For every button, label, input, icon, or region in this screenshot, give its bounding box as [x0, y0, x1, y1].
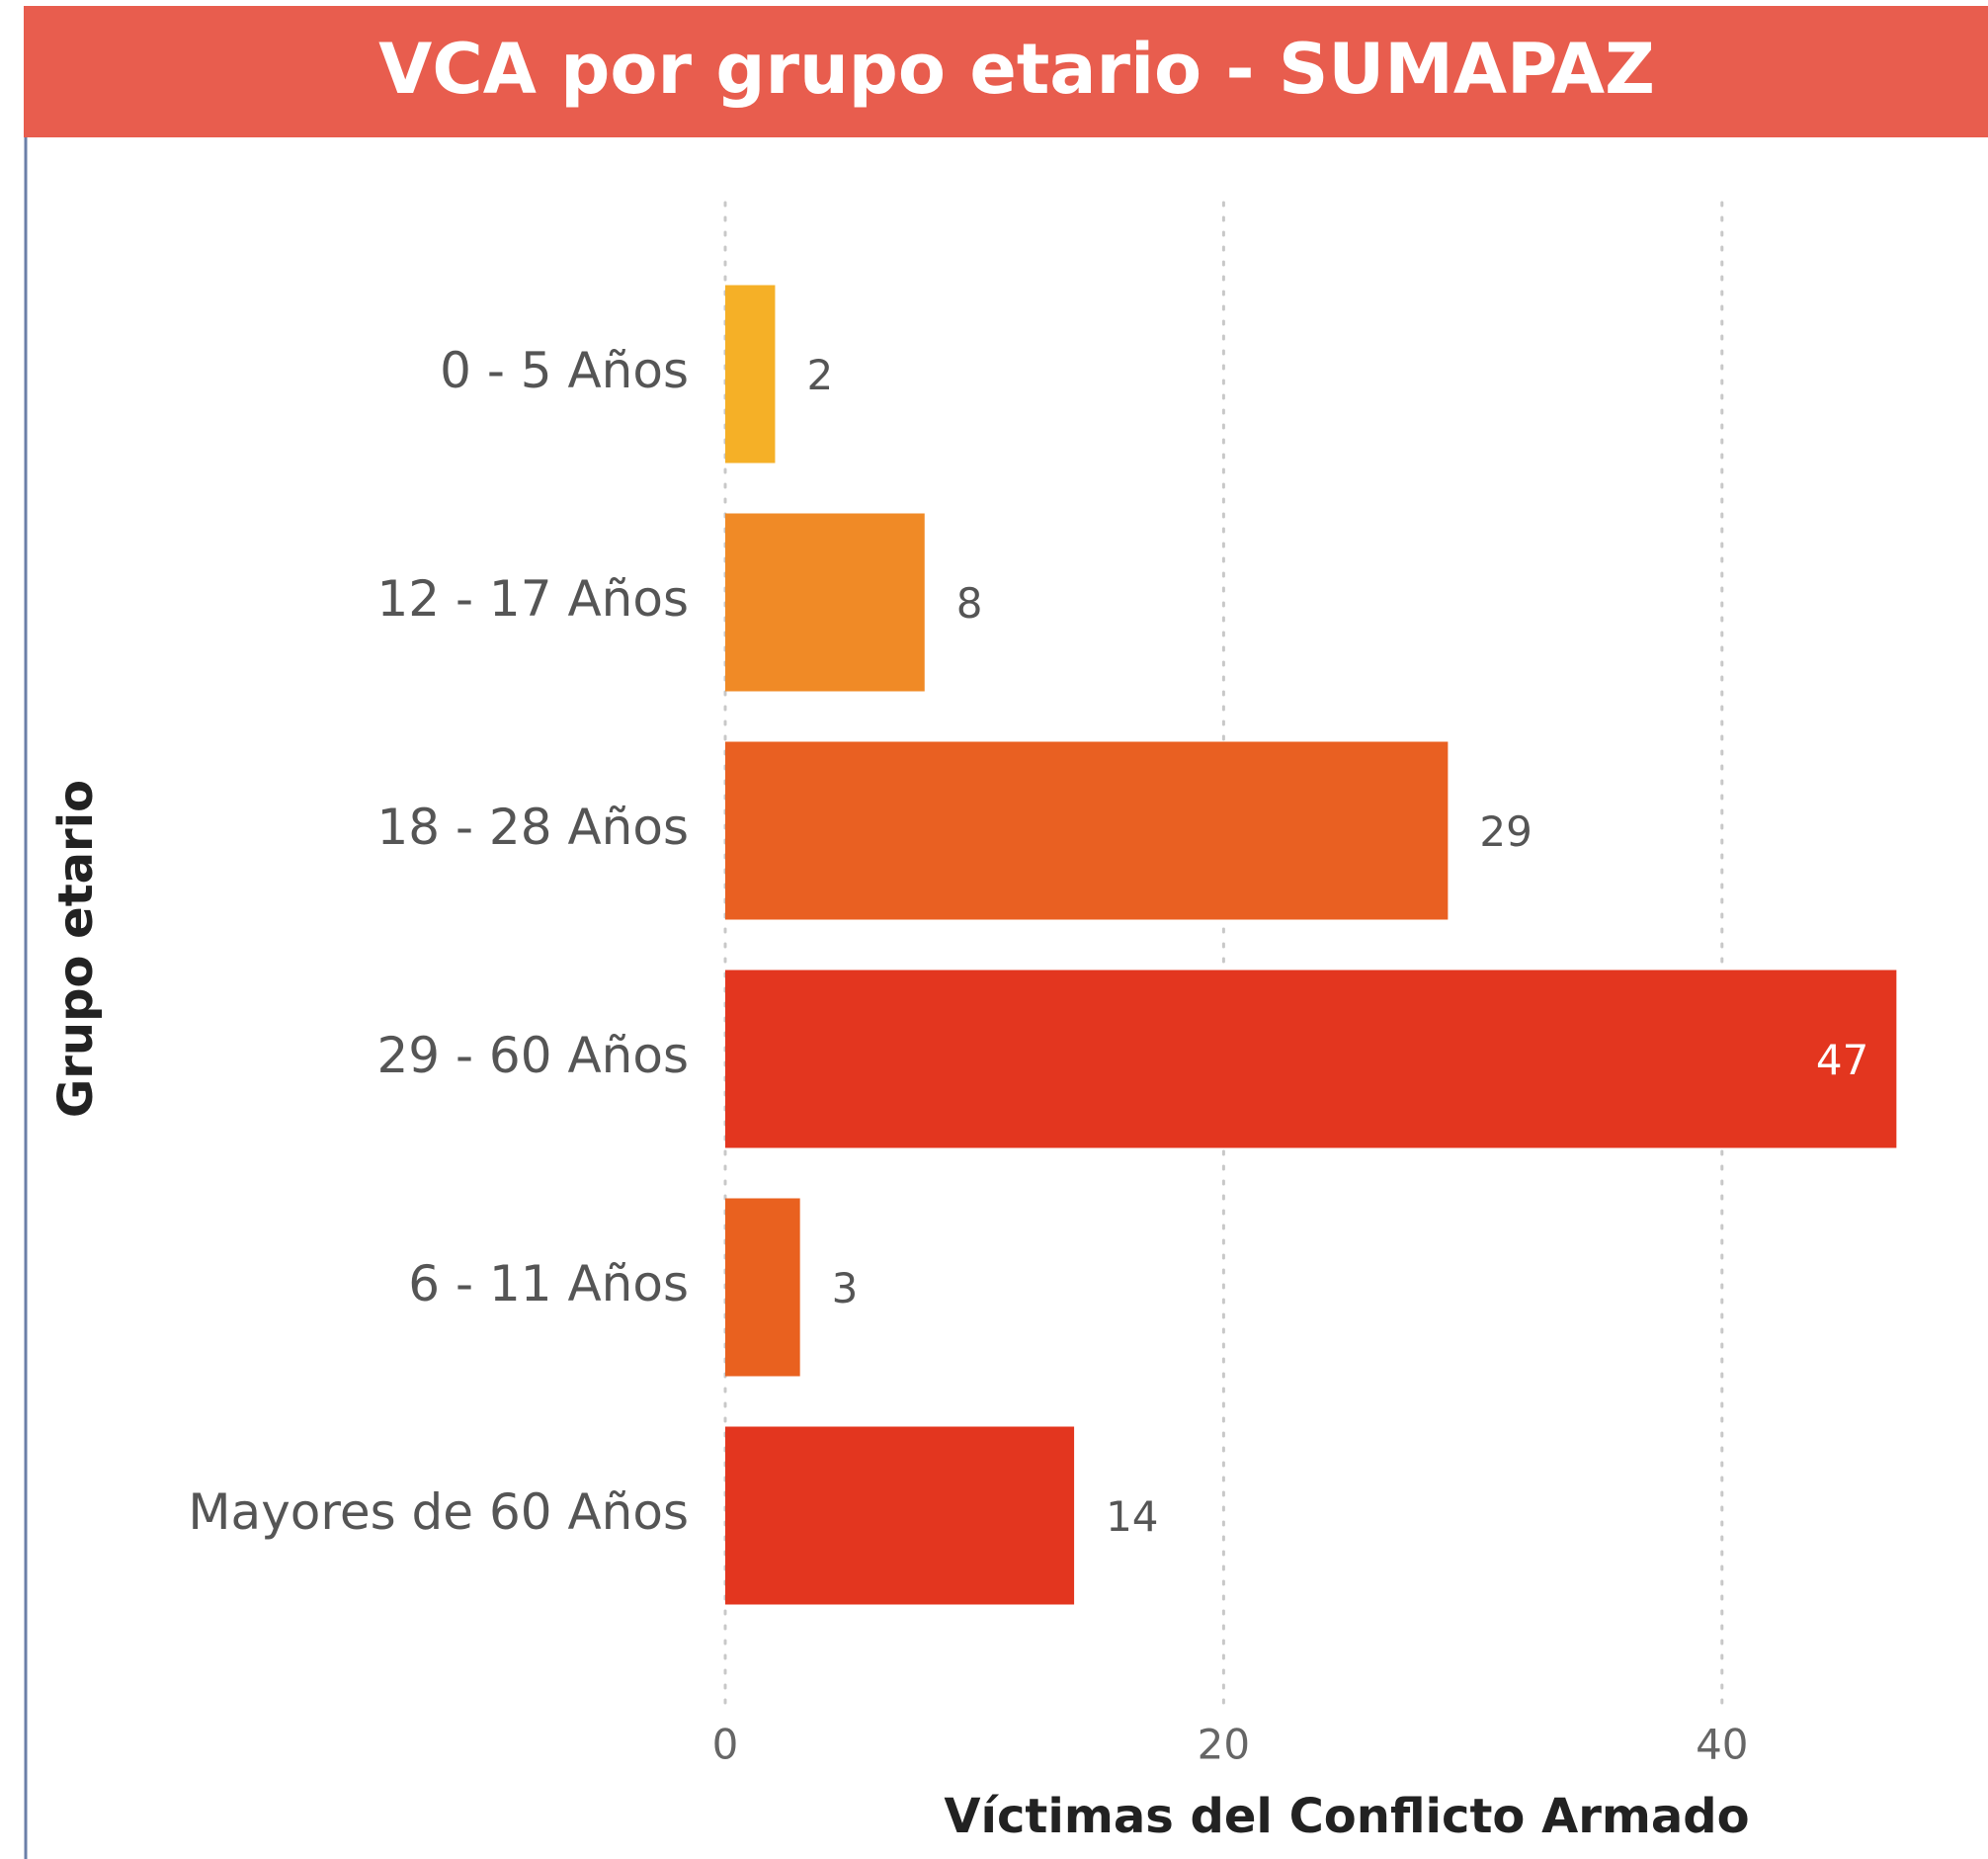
x-tick-label: 40 [1696, 1721, 1748, 1769]
bar [725, 513, 925, 692]
x-tick-label: 0 [712, 1721, 739, 1769]
chart-title: VCA por grupo etario - SUMAPAZ [378, 29, 1655, 110]
data-label: 29 [1479, 807, 1532, 856]
data-label: 8 [956, 579, 983, 628]
x-axis-title: Víctimas del Conflicto Armado [944, 1789, 1749, 1844]
bar [725, 741, 1449, 920]
y-tick-label: 6 - 11 Años [408, 1255, 689, 1312]
data-label: 3 [832, 1264, 859, 1312]
data-label: 2 [806, 351, 833, 399]
y-tick-label: 18 - 28 Años [376, 799, 689, 856]
header-bar [24, 6, 1988, 137]
bar [725, 1198, 800, 1377]
y-axis-title: Grupo etario [48, 780, 104, 1118]
data-label: 14 [1106, 1492, 1158, 1541]
data-label: 47 [1816, 1036, 1868, 1084]
bar [725, 285, 776, 464]
y-tick-label: 12 - 17 Años [376, 570, 689, 628]
bar [725, 970, 1897, 1148]
y-tick-label: Mayores de 60 Años [188, 1483, 689, 1541]
y-tick-label: 29 - 60 Años [376, 1027, 689, 1084]
bar [725, 1426, 1075, 1605]
y-tick-label: 0 - 5 Años [440, 342, 689, 399]
x-tick-label: 20 [1198, 1721, 1250, 1769]
